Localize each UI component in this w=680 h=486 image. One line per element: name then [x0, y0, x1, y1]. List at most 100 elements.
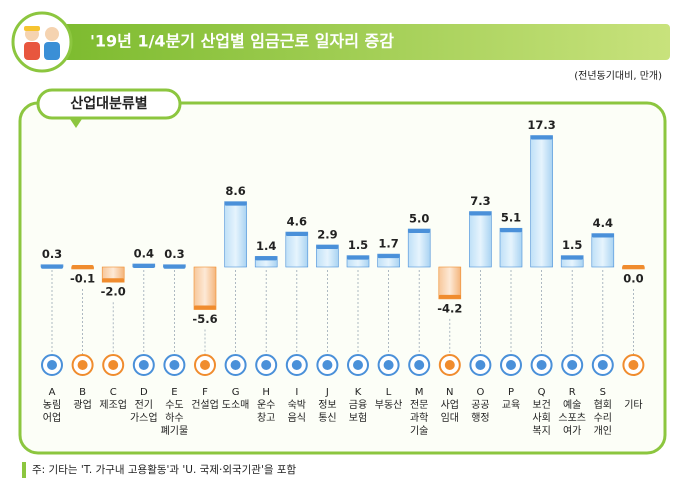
- category-code: F: [202, 387, 208, 398]
- category-icon-dot: [506, 360, 516, 370]
- bar: [193, 266, 217, 310]
- bar: [530, 135, 553, 268]
- category-label: 기술: [410, 425, 428, 437]
- category-label: 운수: [257, 399, 275, 411]
- category-label: 교육: [502, 399, 520, 411]
- category-icon-dot: [475, 360, 486, 370]
- bar-cap: [438, 294, 461, 299]
- value-label: 5.1: [501, 211, 521, 225]
- bar: [469, 211, 492, 268]
- category-icon-dot: [291, 360, 302, 370]
- category-label: 하수: [165, 411, 183, 424]
- bar-cap: [132, 263, 155, 268]
- category-code: O: [476, 387, 484, 398]
- bar: [591, 233, 615, 268]
- title-icon: [11, 11, 73, 73]
- bar-cap: [255, 256, 278, 261]
- category-icon-dot: [261, 360, 272, 370]
- category-icon-dot: [200, 360, 210, 370]
- category-icon-dot: [567, 360, 578, 370]
- section-label: 산업대분류별: [70, 95, 147, 112]
- category-icon-dot: [597, 360, 608, 370]
- section-tab: [36, 88, 182, 120]
- bar-cap: [224, 201, 247, 206]
- value-label: 1.5: [562, 238, 582, 252]
- category-label: 금융: [349, 399, 367, 411]
- value-label: 4.6: [287, 215, 307, 229]
- category-label: 정보: [318, 399, 336, 411]
- category-label: 수도: [165, 399, 183, 411]
- value-label: 0.3: [42, 247, 62, 261]
- category-label: 숙박: [288, 399, 306, 411]
- value-label: 17.3: [527, 118, 555, 132]
- bar-cap: [591, 233, 614, 238]
- value-label: -2.0: [101, 285, 126, 299]
- value-label: -4.2: [437, 301, 462, 315]
- value-label: 4.4: [593, 216, 613, 230]
- category-label: 스포츠: [558, 412, 586, 424]
- category-label: 수리: [594, 412, 612, 424]
- bar-cap: [71, 265, 94, 269]
- category-icon-dot: [322, 360, 333, 370]
- category-label: 부동산: [375, 399, 403, 411]
- category-code: Q: [538, 387, 546, 398]
- bar-cap: [500, 228, 522, 233]
- category-code: N: [446, 387, 453, 398]
- category-label: 어업: [43, 411, 61, 424]
- category-label: 공공: [471, 399, 489, 411]
- category-icon-dot: [77, 360, 88, 370]
- title-bar: [62, 24, 670, 60]
- category-code: C: [110, 387, 117, 398]
- bar-cap: [469, 211, 492, 216]
- value-label: 0.3: [164, 247, 184, 261]
- chart-title: '19년 1/4분기 산업별 임금근로 일자리 증감: [90, 32, 394, 51]
- category-code: A: [49, 387, 56, 398]
- category-label: 음식: [288, 412, 306, 424]
- category-icon-dot: [47, 360, 57, 370]
- value-label: 1.7: [378, 237, 398, 251]
- category-icon-dot: [444, 360, 455, 370]
- category-label: 사업: [441, 398, 459, 411]
- bar-cap: [408, 229, 431, 233]
- footnote: 주: 기타는 'T. 가구내 고용활동'과 'U. 국제·외국기관'을 포함: [32, 463, 297, 476]
- bar-cap: [163, 264, 186, 269]
- people-icon: [24, 26, 60, 60]
- bar-cap: [377, 254, 400, 259]
- bar: [499, 227, 523, 268]
- category-label: 사회: [532, 412, 550, 424]
- category-icon-dot: [230, 360, 241, 370]
- category-label: 농림: [43, 399, 61, 411]
- category-code: M: [415, 387, 424, 398]
- value-label: 7.3: [470, 194, 490, 208]
- bar: [407, 228, 431, 268]
- bar: [438, 266, 462, 300]
- category-label: 제조업: [99, 398, 127, 411]
- category-label: 전기: [135, 399, 153, 411]
- value-label: -5.6: [192, 312, 217, 326]
- value-label: 8.6: [225, 184, 245, 198]
- value-label: 1.5: [348, 238, 368, 252]
- category-code: P: [508, 387, 514, 398]
- bar-cap: [285, 232, 308, 237]
- category-label: 보험: [349, 412, 367, 424]
- category-code: I: [295, 387, 298, 398]
- category-label: 폐기물: [161, 425, 189, 437]
- category-code: G: [232, 387, 240, 398]
- category-code: E: [171, 387, 177, 398]
- bar: [224, 201, 247, 268]
- value-label: 0.4: [134, 246, 154, 260]
- category-code: J: [325, 387, 329, 398]
- note-marker: [22, 462, 26, 478]
- category-code: B: [79, 387, 86, 398]
- category-label: 전문: [410, 399, 428, 411]
- category-label: 임대: [441, 411, 459, 424]
- category-code: L: [386, 387, 392, 398]
- category-icon-dot: [108, 360, 119, 370]
- category-code: D: [140, 387, 148, 398]
- category-icon-dot: [169, 360, 180, 370]
- category-label: 기타: [624, 399, 642, 411]
- category-icon-dot: [628, 360, 639, 370]
- value-label: 2.9: [317, 227, 337, 241]
- category-label: 광업: [73, 398, 91, 411]
